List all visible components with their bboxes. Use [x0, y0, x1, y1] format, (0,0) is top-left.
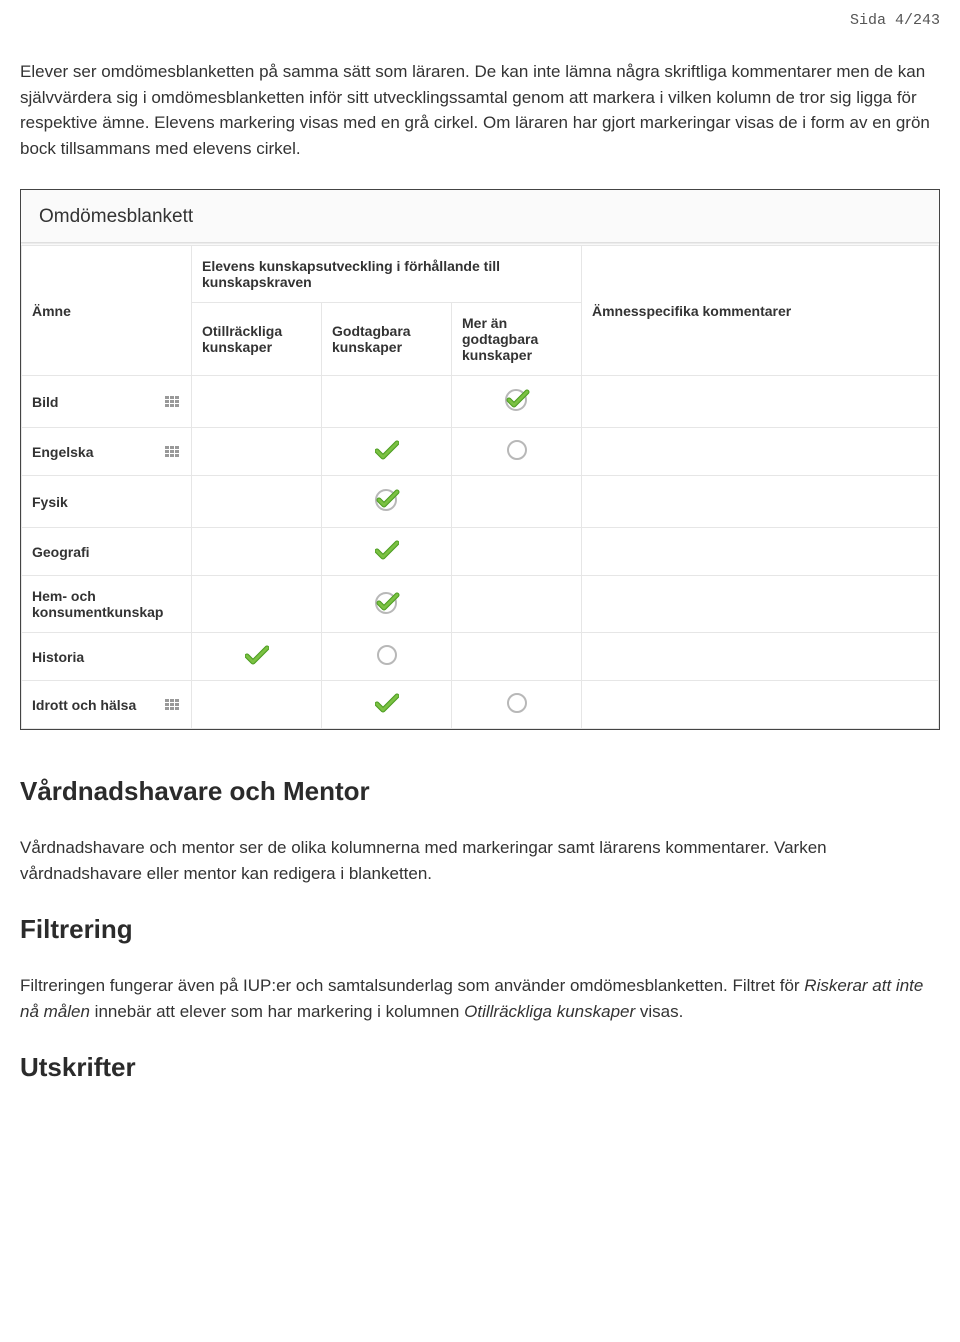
- mark-cell[interactable]: [192, 576, 322, 633]
- teacher-check-icon: [375, 440, 399, 463]
- page-number: Sida 4/243: [20, 12, 940, 29]
- student-circle-icon[interactable]: [507, 440, 527, 460]
- section-guardian-paragraph: Vårdnadshavare och mentor ser de olika k…: [20, 835, 940, 886]
- mark-cell[interactable]: [192, 428, 322, 476]
- mark-cell[interactable]: [452, 476, 582, 528]
- mark-cell[interactable]: [192, 528, 322, 576]
- filter-italic-2: Otillräckliga kunskaper: [464, 1002, 635, 1021]
- screenshot-panel: Omdömesblankett Ämne Elevens kunskapsutv…: [20, 189, 940, 730]
- table-row: Idrott och hälsa: [22, 681, 939, 729]
- col-group-header: Elevens kunskapsutveckling i förhållande…: [192, 246, 582, 303]
- matrix-icon[interactable]: [165, 699, 181, 711]
- subject-label: Hem- och konsumentkunskap: [32, 588, 181, 620]
- teacher-check-icon: [245, 645, 269, 668]
- subject-cell: Idrott och hälsa: [22, 681, 192, 729]
- subject-label: Geografi: [32, 544, 90, 560]
- mark-cell[interactable]: [452, 681, 582, 729]
- teacher-check-icon: [375, 693, 399, 716]
- comment-cell: [582, 528, 939, 576]
- filter-text-pre: Filtreringen fungerar även på IUP:er och…: [20, 976, 804, 995]
- panel-title: Omdömesblankett: [21, 200, 939, 242]
- section-guardian-heading: Vårdnadshavare och Mentor: [20, 776, 940, 807]
- comment-cell: [582, 428, 939, 476]
- mark-cell[interactable]: [322, 476, 452, 528]
- mark-cell[interactable]: [322, 633, 452, 681]
- assessment-table: Ämne Elevens kunskapsutveckling i förhål…: [21, 245, 939, 729]
- comment-cell: [582, 376, 939, 428]
- teacher-student-check-icon: [374, 591, 400, 618]
- section-filtering-heading: Filtrering: [20, 914, 940, 945]
- intro-paragraph: Elever ser omdömesblanketten på samma sä…: [20, 59, 940, 161]
- table-row: Engelska: [22, 428, 939, 476]
- student-circle-icon[interactable]: [507, 693, 527, 713]
- col-c1-header: Otillräckliga kunskaper: [192, 303, 322, 376]
- comment-cell: [582, 576, 939, 633]
- subject-cell: Geografi: [22, 528, 192, 576]
- mark-cell[interactable]: [192, 376, 322, 428]
- mark-cell[interactable]: [452, 428, 582, 476]
- col-c2-header: Godtagbara kunskaper: [322, 303, 452, 376]
- mark-cell[interactable]: [192, 681, 322, 729]
- comment-cell: [582, 633, 939, 681]
- subject-cell: Engelska: [22, 428, 192, 476]
- subject-label: Historia: [32, 649, 84, 665]
- mark-cell[interactable]: [452, 633, 582, 681]
- teacher-student-check-icon: [504, 388, 530, 415]
- comment-cell: [582, 476, 939, 528]
- filter-text-mid: innebär att elever som har markering i k…: [90, 1002, 464, 1021]
- table-row: Geografi: [22, 528, 939, 576]
- subject-label: Idrott och hälsa: [32, 697, 136, 713]
- table-row: Bild: [22, 376, 939, 428]
- subject-label: Bild: [32, 394, 58, 410]
- subject-label: Engelska: [32, 444, 93, 460]
- matrix-icon[interactable]: [165, 396, 181, 408]
- subject-label: Fysik: [32, 494, 68, 510]
- subject-cell: Hem- och konsumentkunskap: [22, 576, 192, 633]
- student-circle-icon[interactable]: [377, 645, 397, 665]
- mark-cell[interactable]: [322, 428, 452, 476]
- table-row: Historia: [22, 633, 939, 681]
- mark-cell[interactable]: [192, 476, 322, 528]
- mark-cell[interactable]: [452, 376, 582, 428]
- mark-cell[interactable]: [322, 576, 452, 633]
- mark-cell[interactable]: [322, 528, 452, 576]
- col-subject-header: Ämne: [22, 246, 192, 376]
- table-row: Fysik: [22, 476, 939, 528]
- col-c3-header: Mer än godtagbara kunskaper: [452, 303, 582, 376]
- teacher-student-check-icon: [374, 488, 400, 515]
- mark-cell[interactable]: [192, 633, 322, 681]
- subject-cell: Historia: [22, 633, 192, 681]
- mark-cell[interactable]: [452, 576, 582, 633]
- mark-cell[interactable]: [322, 376, 452, 428]
- subject-cell: Fysik: [22, 476, 192, 528]
- mark-cell[interactable]: [452, 528, 582, 576]
- col-comments-header: Ämnesspecifika kommentarer: [582, 246, 939, 376]
- teacher-check-icon: [375, 540, 399, 563]
- section-filtering-paragraph: Filtreringen fungerar även på IUP:er och…: [20, 973, 940, 1024]
- filter-text-post: visas.: [635, 1002, 683, 1021]
- matrix-icon[interactable]: [165, 446, 181, 458]
- table-row: Hem- och konsumentkunskap: [22, 576, 939, 633]
- section-print-heading: Utskrifter: [20, 1052, 940, 1083]
- comment-cell: [582, 681, 939, 729]
- mark-cell[interactable]: [322, 681, 452, 729]
- subject-cell: Bild: [22, 376, 192, 428]
